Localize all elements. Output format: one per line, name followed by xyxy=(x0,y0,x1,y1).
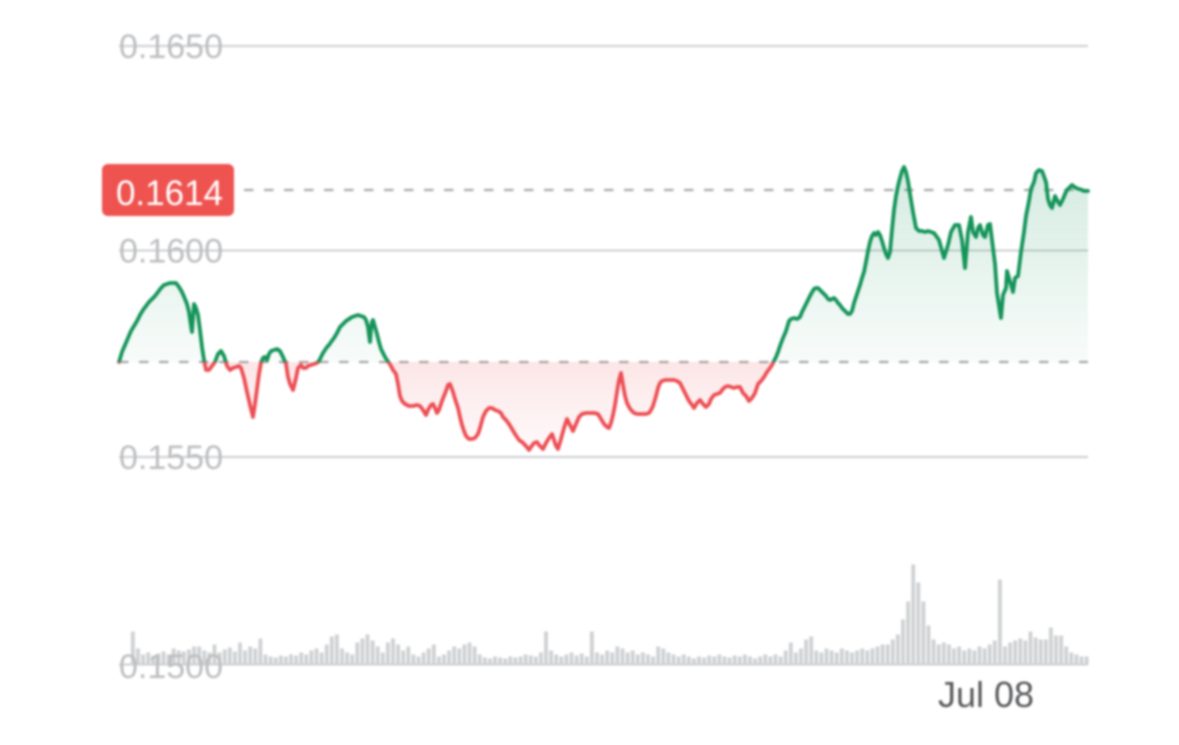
svg-text:Jul 08: Jul 08 xyxy=(938,674,1034,715)
svg-text:0.1614: 0.1614 xyxy=(116,174,223,213)
svg-text:0.1550: 0.1550 xyxy=(119,439,223,477)
svg-text:0.1500: 0.1500 xyxy=(119,648,223,686)
svg-text:0.1600: 0.1600 xyxy=(119,233,223,271)
svg-text:0.1650: 0.1650 xyxy=(119,28,223,66)
